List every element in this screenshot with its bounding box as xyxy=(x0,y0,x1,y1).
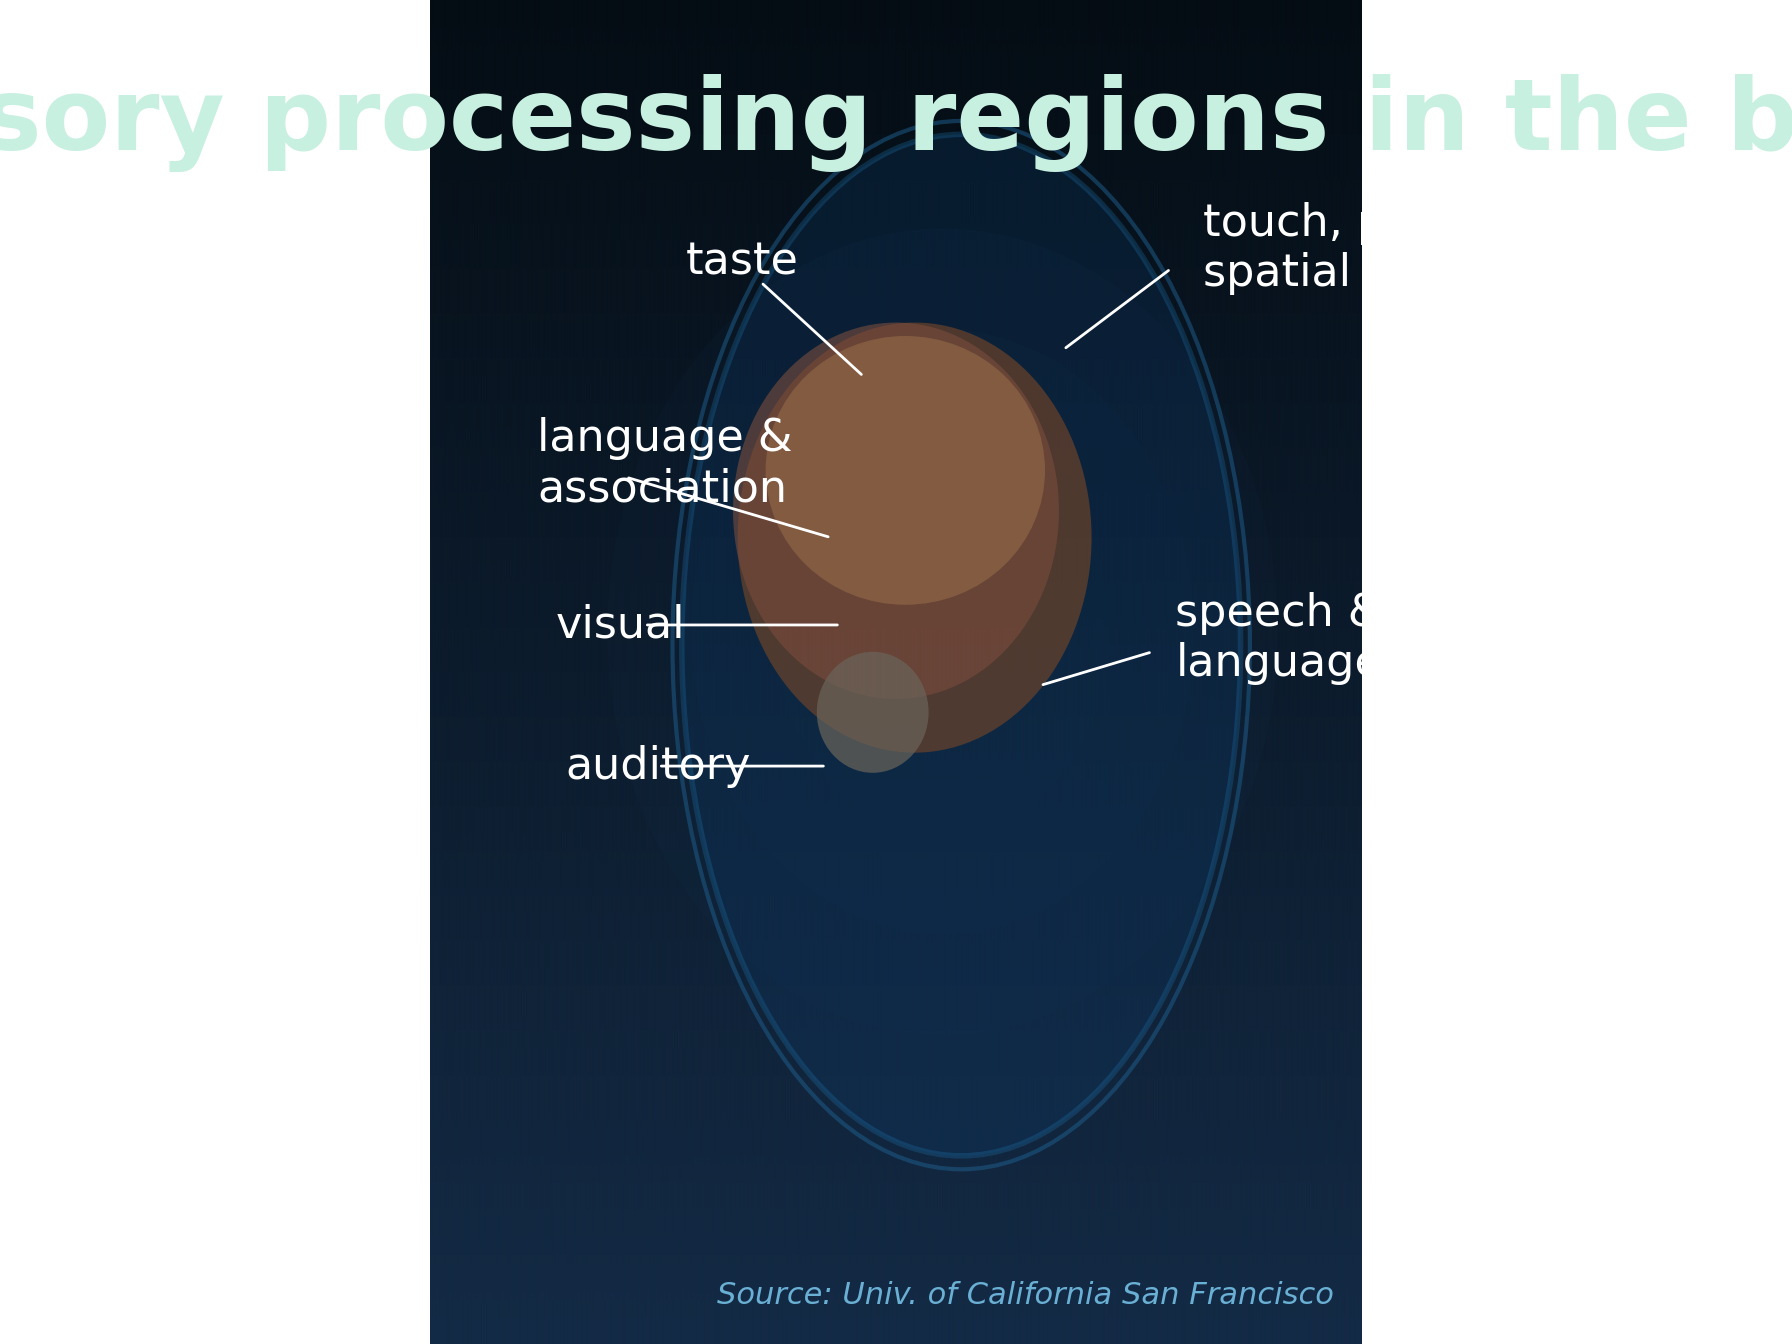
Text: touch, pressure,
spatial awareness: touch, pressure, spatial awareness xyxy=(1204,202,1602,296)
Text: visual: visual xyxy=(556,603,686,646)
Text: auditory: auditory xyxy=(566,745,751,788)
Ellipse shape xyxy=(765,336,1045,605)
Text: taste: taste xyxy=(686,241,799,284)
Text: speech &
language: speech & language xyxy=(1176,591,1383,685)
Ellipse shape xyxy=(692,329,1193,934)
Text: Source: Univ. of California San Francisco: Source: Univ. of California San Francisc… xyxy=(717,1281,1333,1310)
Text: language &
association: language & association xyxy=(538,417,792,511)
Text: Sensory processing regions in the brain: Sensory processing regions in the brain xyxy=(0,74,1792,172)
Ellipse shape xyxy=(607,228,1278,1035)
Ellipse shape xyxy=(738,323,1091,753)
Ellipse shape xyxy=(817,652,928,773)
Ellipse shape xyxy=(681,134,1240,1156)
Ellipse shape xyxy=(733,323,1059,699)
